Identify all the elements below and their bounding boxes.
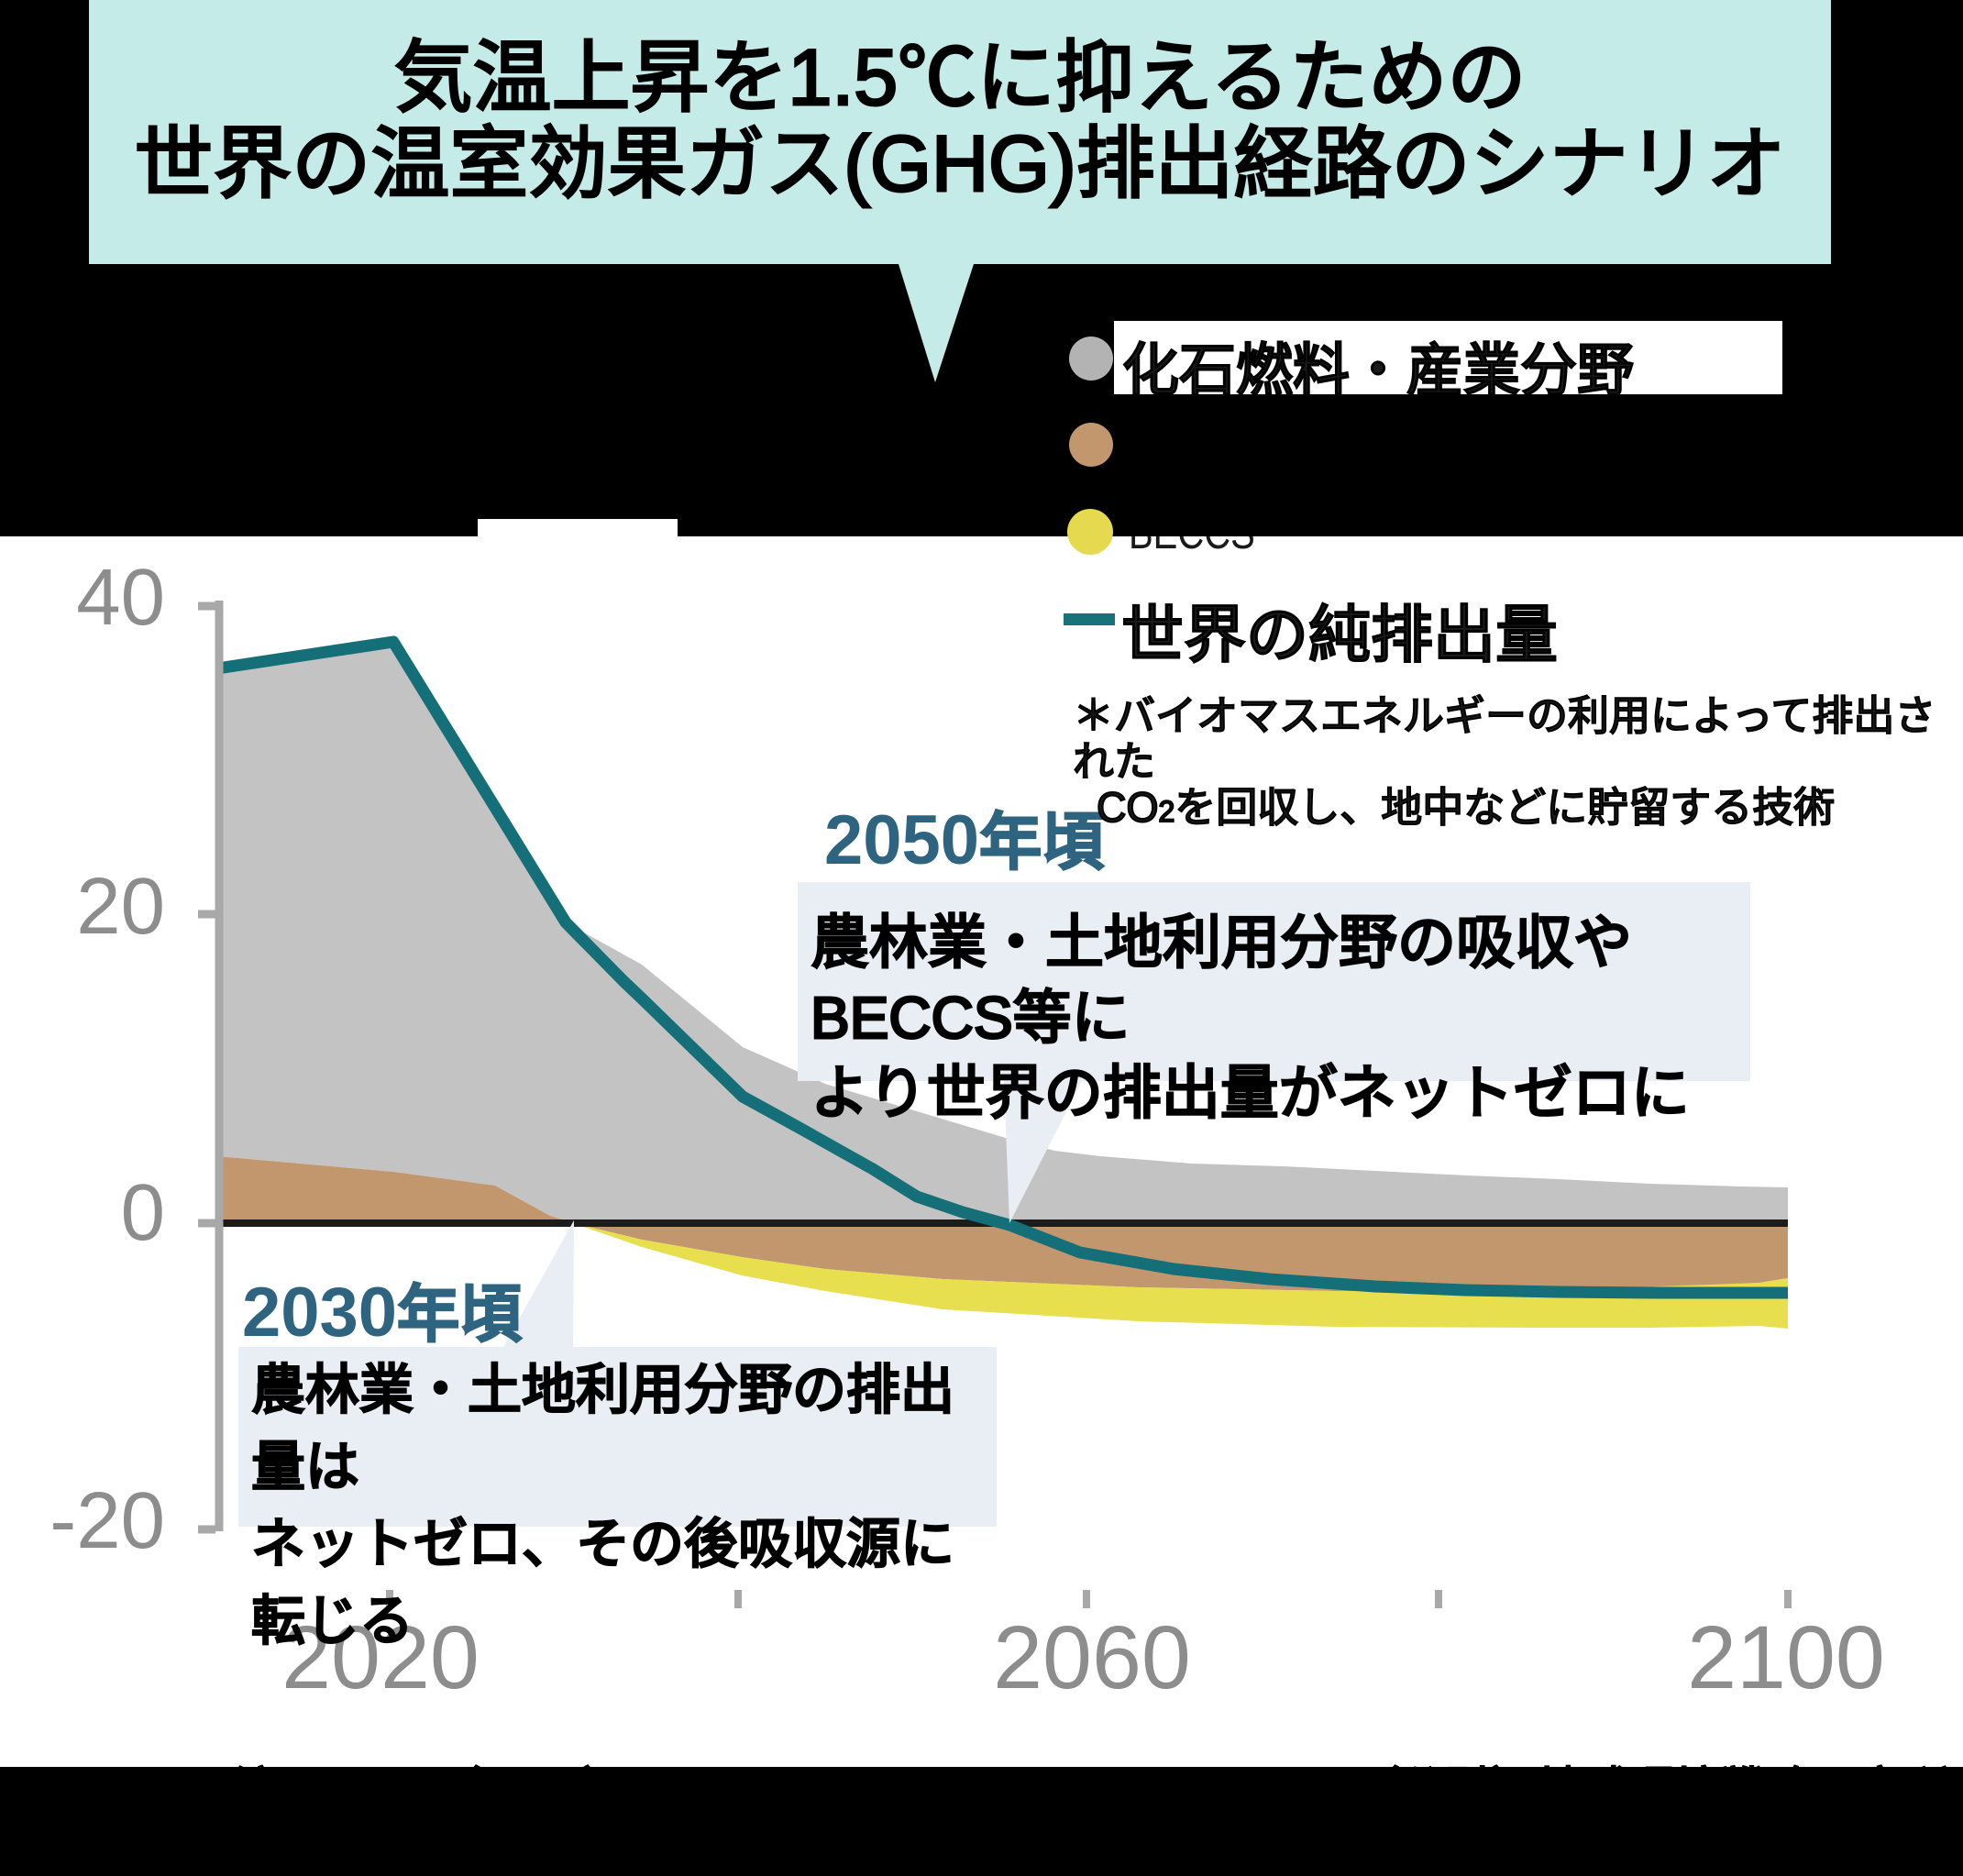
svg-text:2020: 2020 (281, 1607, 480, 1707)
svg-text:40: 40 (76, 553, 165, 642)
svg-text:0: 0 (121, 1168, 165, 1257)
svg-text:2100: 2100 (1687, 1607, 1885, 1707)
svg-text:2060: 2060 (993, 1607, 1191, 1707)
svg-text:-20: -20 (50, 1476, 165, 1565)
svg-text:20: 20 (76, 862, 165, 951)
